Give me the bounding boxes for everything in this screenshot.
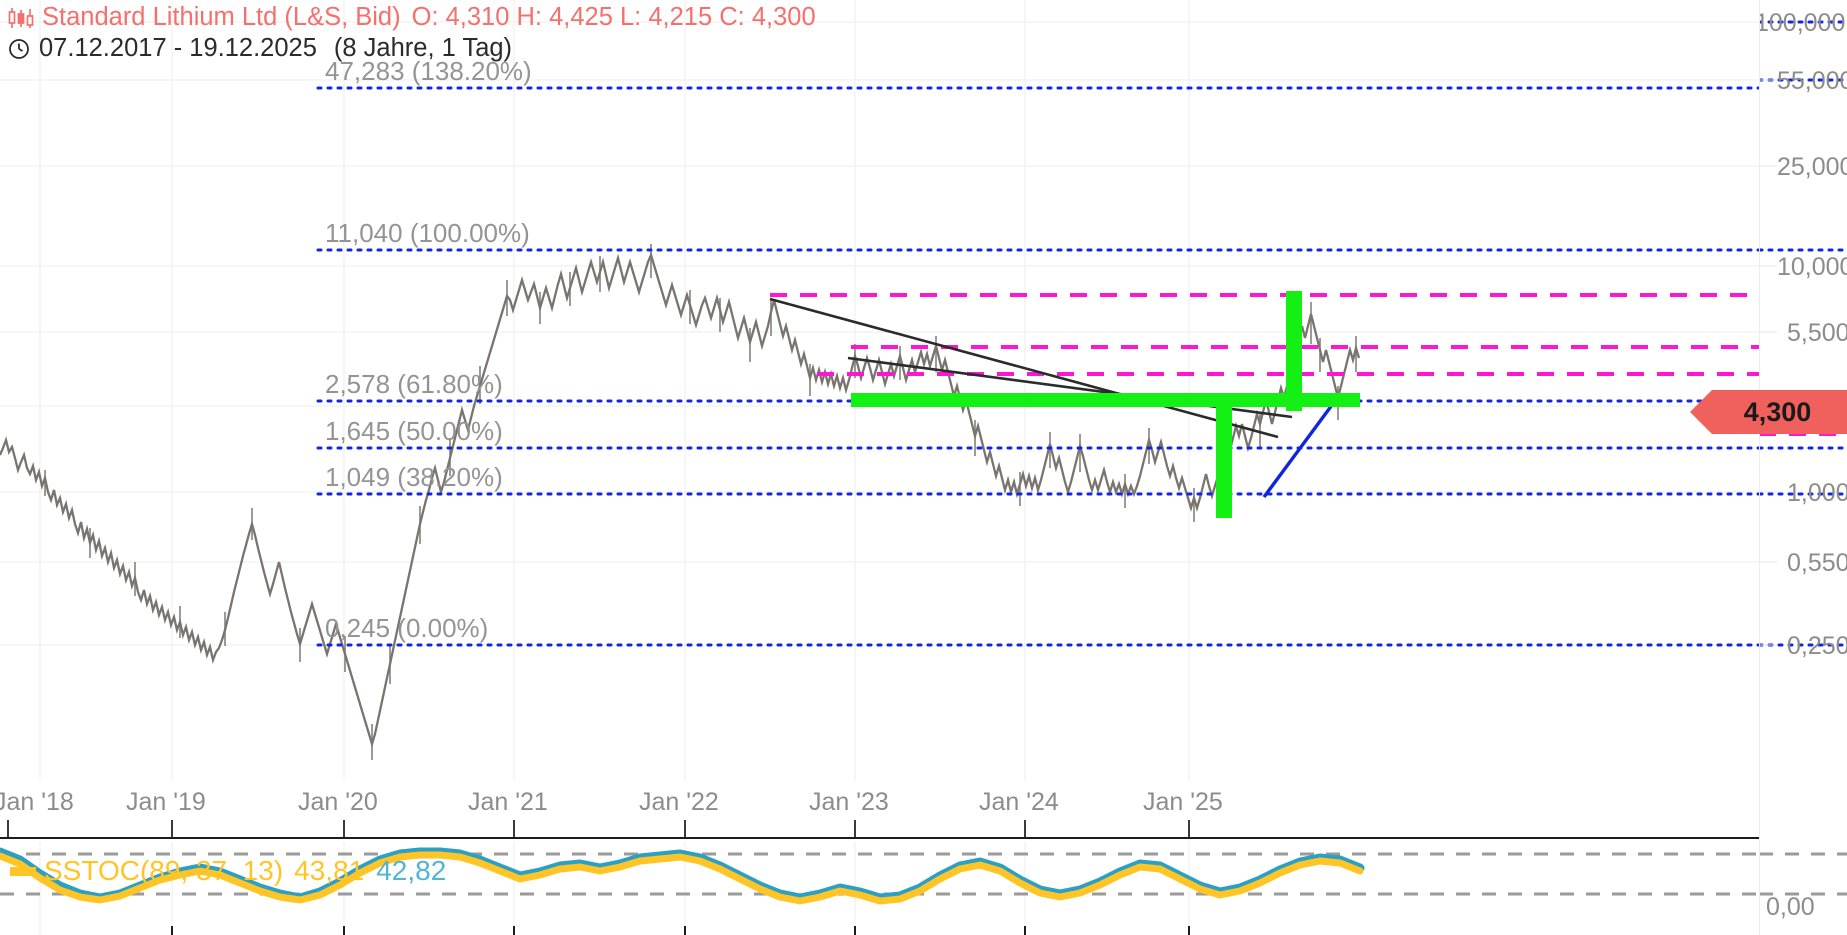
vertical-gridlines: [39, 0, 1190, 780]
price-tick-25000: 25,000: [1777, 153, 1847, 181]
trendline-upper: [769, 297, 1279, 439]
trendline-blue[interactable]: [1262, 403, 1334, 499]
fib-label-50: 1,645 (50.00%): [325, 416, 503, 446]
xtick-jan19: Jan '19: [126, 788, 206, 816]
price-tick-1000: 1,000: [1787, 479, 1847, 507]
xtick-jan21: Jan '21: [468, 788, 548, 816]
xtick-jan23: Jan '23: [809, 788, 889, 816]
green-support-bar: [851, 393, 1360, 407]
xtick-jan24: Jan '24: [979, 788, 1059, 816]
indicator-series-k: [0, 851, 1364, 905]
fib-label-0: 0,245 (0.00%): [325, 613, 488, 643]
current-price-badge[interactable]: 4,300: [1690, 390, 1847, 434]
green-vertical-up: [1286, 291, 1302, 411]
horizontal-gridlines: [0, 21, 1759, 646]
indicator-zero-label: 0,00: [1766, 893, 1815, 921]
axis-separator: [1759, 0, 1760, 935]
price-series: [0, 251, 1361, 749]
indicator-pane[interactable]: [0, 842, 1759, 935]
fibonacci-levels[interactable]: [316, 86, 1759, 647]
xtick-jan18: Jan '18: [0, 788, 74, 816]
price-badge-value: 4,300: [1743, 396, 1812, 427]
time-axis-labels: Jan '18 Jan '19 Jan '20 Jan '21 Jan '22 …: [0, 788, 1223, 816]
price-wicks: [44, 244, 1357, 760]
price-tick-0550: 0,550: [1787, 549, 1847, 577]
indicator-axis-guides: [1759, 852, 1847, 896]
time-axis-svg: Jan '18 Jan '19 Jan '20 Jan '21 Jan '22 …: [0, 788, 1759, 839]
price-tick-10000: 10,000: [1777, 253, 1847, 281]
indicator-value-d: 42,82: [376, 855, 447, 886]
indicator-tick-marks: [171, 926, 1190, 935]
indicator-svg: [0, 842, 1759, 935]
fib-label-618: 2,578 (61.80%): [325, 369, 503, 399]
green-vertical-down: [1216, 393, 1232, 518]
price-tick-55000: 55,000: [1777, 67, 1847, 95]
fibonacci-labels: 47,283 (138.20%) 11,040 (100.00%) 2,578 …: [325, 56, 532, 643]
price-chart-pane[interactable]: 47,283 (138.20%) 11,040 (100.00%) 2,578 …: [0, 0, 1759, 780]
price-tick-5500: 5,500: [1787, 319, 1847, 347]
indicator-name: SSTOC(89, 37, 13): [44, 855, 284, 886]
xtick-jan20: Jan '20: [298, 788, 378, 816]
price-badge-shape: [1690, 390, 1847, 434]
xtick-jan22: Jan '22: [639, 788, 719, 816]
xtick-jan25: Jan '25: [1143, 788, 1223, 816]
price-tick-100000: 100,000: [1759, 9, 1845, 37]
indicator-legend[interactable]: SSTOC(89, 37, 13) 43,81 42,82: [10, 855, 446, 887]
price-tick-0250: 0,250: [1787, 632, 1847, 660]
indicator-color-swatch: [10, 866, 36, 876]
price-axis-labels: 100,000 55,000 25,000 10,000 5,500 2,500…: [1759, 9, 1847, 660]
trendlines[interactable]: [769, 297, 1293, 439]
price-chart-svg: 47,283 (138.20%) 11,040 (100.00%) 2,578 …: [0, 0, 1759, 780]
time-axis[interactable]: Jan '18 Jan '19 Jan '20 Jan '21 Jan '22 …: [0, 780, 1759, 842]
green-markers[interactable]: [851, 291, 1360, 518]
fib-label-382: 1,049 (38.20%): [325, 462, 503, 492]
price-axis-ticklines: [1759, 79, 1777, 646]
fib-label-100: 11,040 (100.00%): [325, 218, 530, 248]
time-axis-ticks: [7, 820, 1190, 838]
indicator-value-k: 43,81: [294, 855, 365, 886]
fib-label-138: 47,283 (138.20%): [325, 56, 532, 86]
